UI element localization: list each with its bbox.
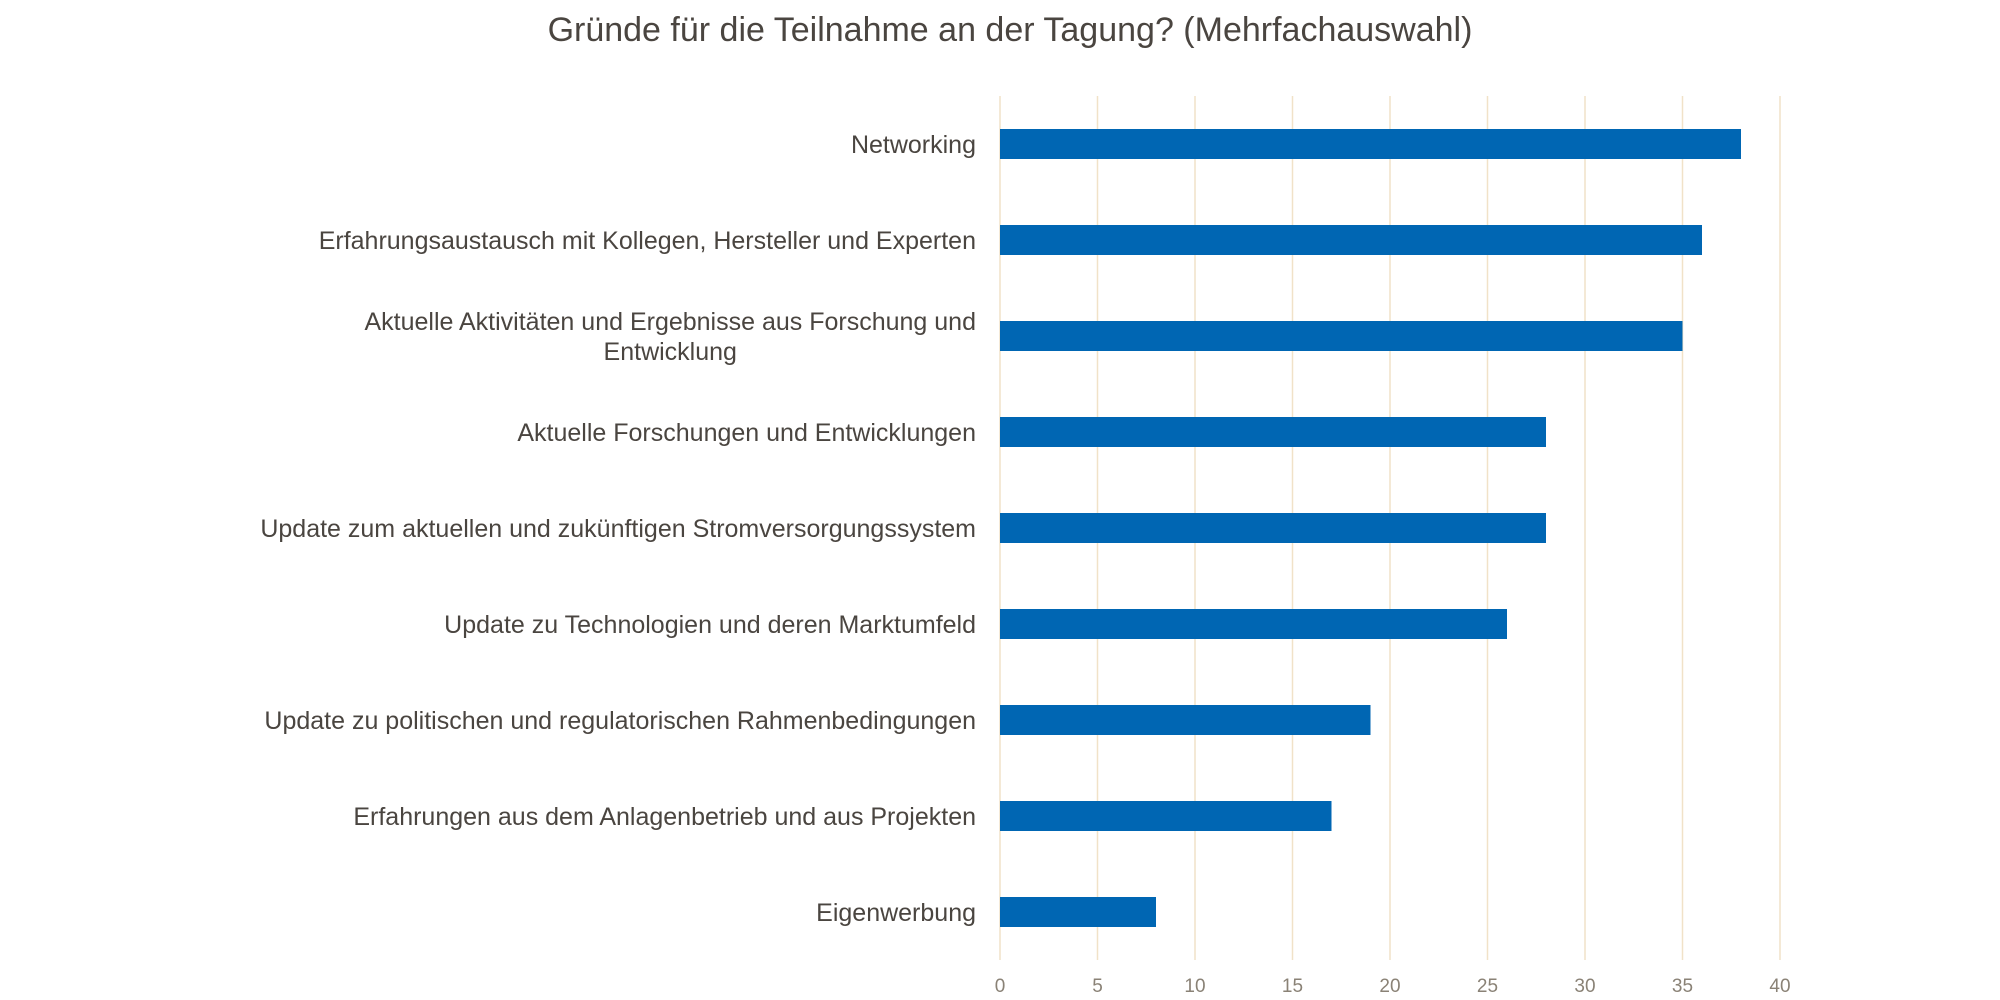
- bar-4: [1000, 417, 1546, 447]
- x-tick-label-10: 10: [1184, 976, 1205, 997]
- category-label-9: Eigenwerbung: [816, 899, 976, 927]
- x-tick-label-15: 15: [1282, 976, 1303, 997]
- x-tick-label-20: 20: [1379, 976, 1400, 997]
- category-label-1: Networking: [851, 131, 976, 159]
- category-label-8: Erfahrungen aus dem Anlagenbetrieb und a…: [353, 803, 976, 831]
- x-tick-label-40: 40: [1769, 976, 1790, 997]
- x-tick-label-30: 30: [1574, 976, 1595, 997]
- bar-6: [1000, 609, 1507, 639]
- category-labels: Networking Erfahrungsaustausch mit Kolleg…: [260, 131, 976, 927]
- x-tick-label-0: 0: [995, 976, 1006, 997]
- bar-1: [1000, 129, 1741, 159]
- category-label-4: Aktuelle Forschungen und Entwicklungen: [517, 419, 976, 447]
- bar-9: [1000, 897, 1156, 927]
- x-tick-label-25: 25: [1477, 976, 1498, 997]
- category-label-6: Update zu Technologien und deren Marktum…: [444, 611, 976, 639]
- bar-7: [1000, 705, 1371, 735]
- x-tick-label-5: 5: [1092, 976, 1103, 997]
- bar-8: [1000, 801, 1332, 831]
- bar-2: [1000, 225, 1702, 255]
- bar-3: [1000, 321, 1683, 351]
- category-label-2: Erfahrungsaustausch mit Kollegen, Herste…: [319, 227, 976, 255]
- bars: [1000, 129, 1741, 927]
- x-axis-ticks: 0 5 10 15 20 25 30 35 40: [995, 976, 1791, 997]
- category-label-7: Update zu politischen und regulatorische…: [264, 707, 976, 735]
- x-tick-label-35: 35: [1672, 976, 1693, 997]
- bar-5: [1000, 513, 1546, 543]
- category-label-5: Update zum aktuellen und zukünftigen Str…: [260, 515, 976, 543]
- chart-title: Gründe für die Teilnahme an der Tagung? …: [548, 11, 1473, 49]
- category-label-3: Aktuelle Aktivitäten und Ergebnisse aus …: [365, 308, 977, 366]
